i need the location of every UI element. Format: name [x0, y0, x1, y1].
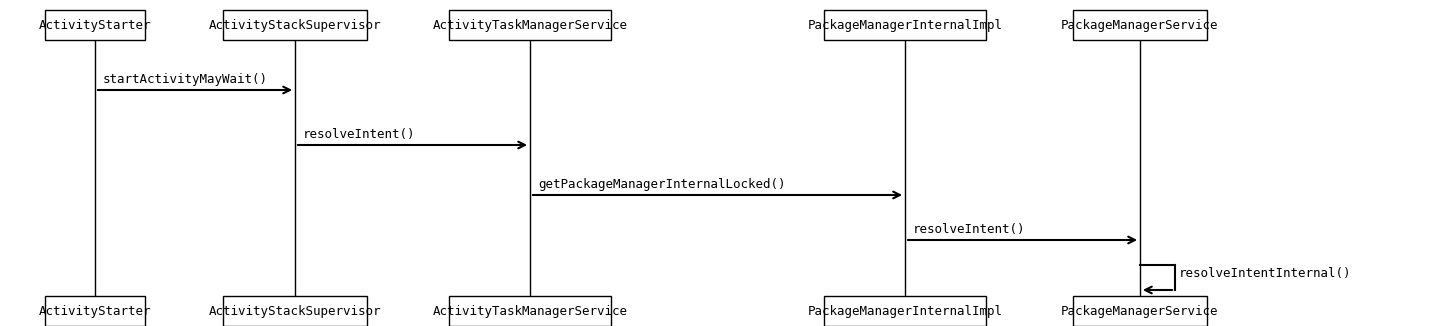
Text: ActivityStarter: ActivityStarter: [39, 19, 151, 32]
Text: ActivityTaskManagerService: ActivityTaskManagerService: [432, 304, 628, 318]
Text: resolveIntent(): resolveIntent(): [913, 223, 1025, 236]
Bar: [449, 296, 611, 326]
Bar: [1073, 296, 1207, 326]
Text: ActivityTaskManagerService: ActivityTaskManagerService: [432, 19, 628, 32]
Text: resolveIntentInternal(): resolveIntentInternal(): [1179, 267, 1352, 280]
Text: resolveIntent(): resolveIntent(): [302, 128, 416, 141]
Bar: [449, 10, 611, 40]
Bar: [824, 296, 986, 326]
Text: PackageManagerService: PackageManagerService: [1061, 19, 1218, 32]
Text: ActivityStarter: ActivityStarter: [39, 304, 151, 318]
Text: startActivityMayWait(): startActivityMayWait(): [103, 73, 268, 86]
Text: PackageManagerInternalImpl: PackageManagerInternalImpl: [807, 304, 1002, 318]
Bar: [222, 296, 368, 326]
Text: getPackageManagerInternalLocked(): getPackageManagerInternalLocked(): [538, 178, 785, 191]
Bar: [222, 10, 368, 40]
Text: PackageManagerInternalImpl: PackageManagerInternalImpl: [807, 19, 1002, 32]
Bar: [824, 10, 986, 40]
Bar: [45, 10, 145, 40]
Bar: [1073, 10, 1207, 40]
Text: ActivityStackSupervisor: ActivityStackSupervisor: [209, 19, 381, 32]
Text: ActivityStackSupervisor: ActivityStackSupervisor: [209, 304, 381, 318]
Text: PackageManagerService: PackageManagerService: [1061, 304, 1218, 318]
Bar: [45, 296, 145, 326]
